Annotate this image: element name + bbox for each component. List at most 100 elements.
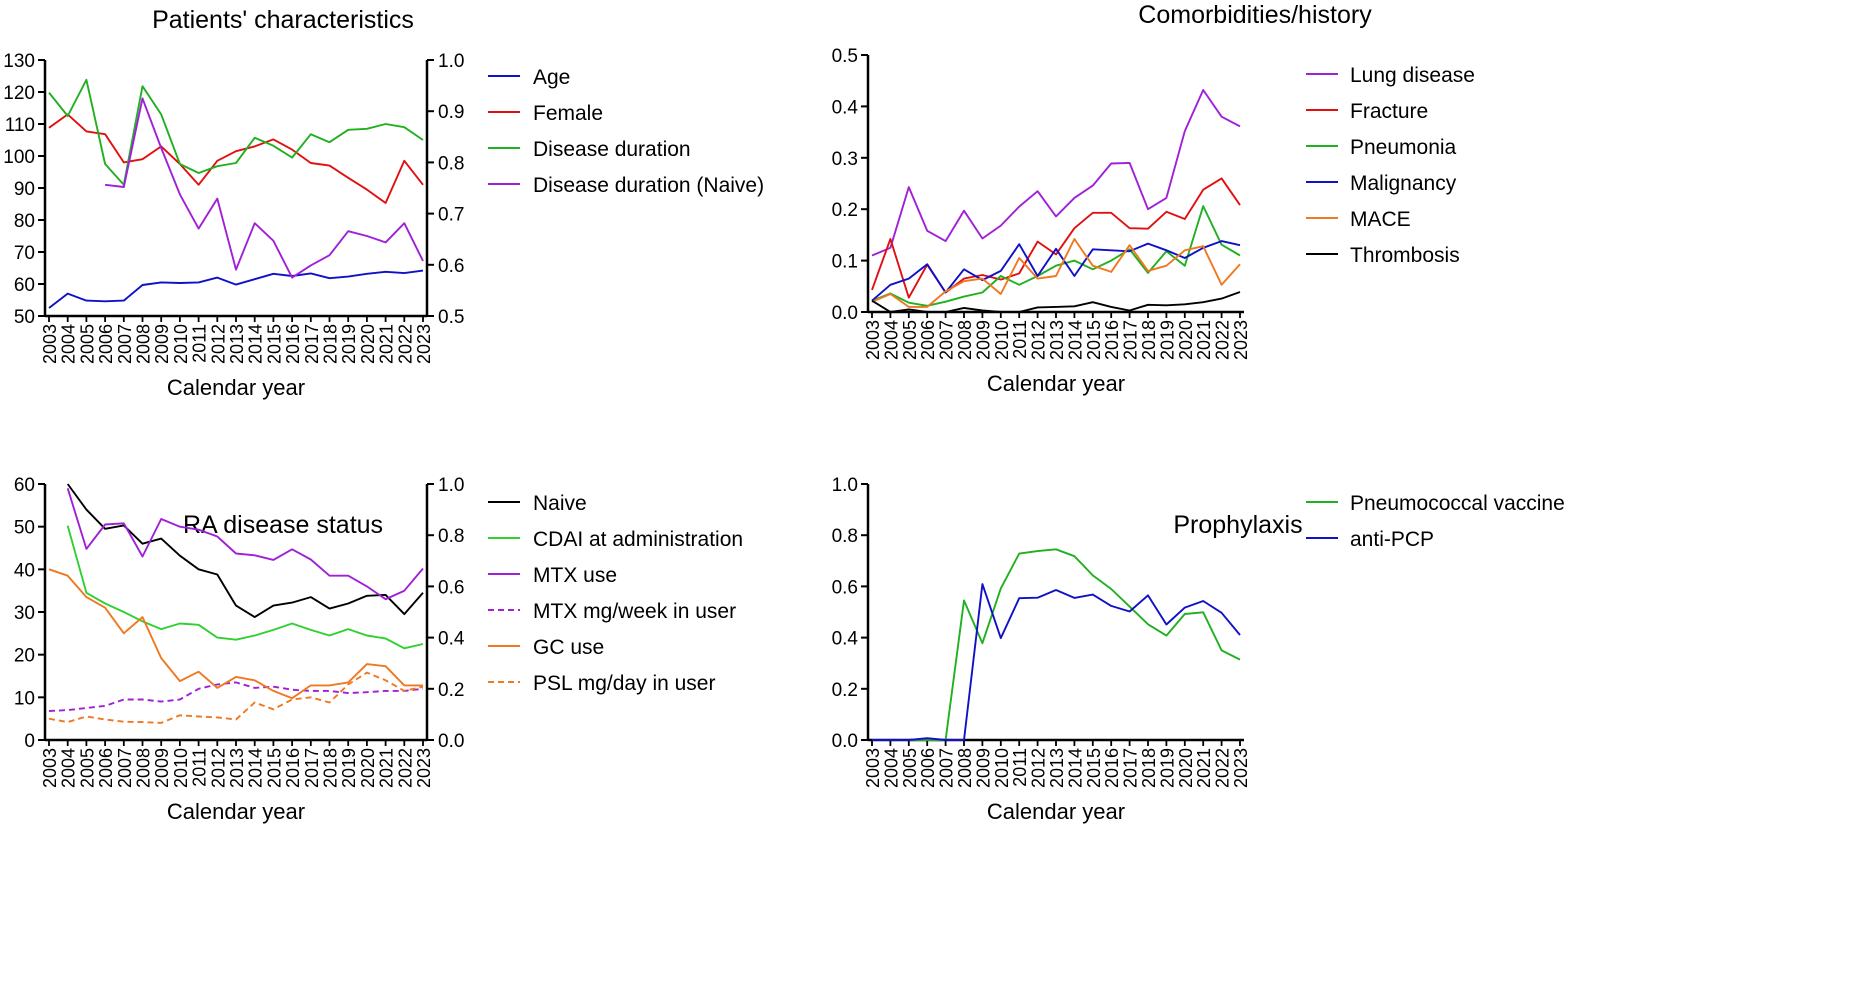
series-line-mace (871, 238, 1241, 308)
x-tick-label: 2004 (881, 320, 901, 360)
x-tick-label: 2023 (414, 324, 434, 364)
y-tick-label-left: 20 (14, 646, 35, 667)
x-tick-label: 2018 (321, 748, 341, 788)
x-tick-label: 2018 (1139, 748, 1159, 788)
legend-label-thrombosis: Thrombosis (1350, 244, 1460, 267)
x-tick-label: 2005 (77, 748, 97, 788)
x-tick-label: 2008 (955, 748, 975, 788)
x-tick-label: 2017 (302, 324, 322, 364)
x-axis-title: Calendar year (987, 371, 1125, 396)
x-tick-label: 2022 (1213, 320, 1233, 360)
x-tick-label: 2015 (264, 748, 284, 788)
series-line-disease-duration-naive (104, 97, 424, 279)
x-tick-label: 2005 (900, 748, 920, 788)
legend-label-malignancy: Malignancy (1350, 172, 1457, 195)
legend-label-disease-duration-naive: Disease duration (Naive) (533, 174, 764, 197)
x-tick-label: 2010 (992, 748, 1012, 788)
x-tick-label: 2012 (1029, 748, 1049, 788)
y-tick-label-left: 90 (14, 179, 35, 200)
legend-label-mtx-mg-week-in-user: MTX mg/week in user (533, 600, 736, 623)
y-tick-label-left: 40 (14, 560, 35, 581)
x-tick-label: 2012 (208, 748, 228, 788)
y-tick-label-left: 0.6 (832, 577, 858, 598)
y-tick-label-left: 0.5 (832, 46, 858, 67)
x-tick-label: 2009 (973, 748, 993, 788)
x-tick-label: 2015 (1084, 320, 1104, 360)
x-tick-label: 2004 (881, 748, 901, 788)
y-tick-label-left: 0 (24, 731, 35, 752)
y-tick-label-right: 0.5 (438, 307, 464, 328)
y-tick-label-right: 0.2 (438, 680, 464, 701)
x-tick-label: 2006 (918, 748, 938, 788)
x-tick-label: 2006 (96, 748, 116, 788)
x-tick-label: 2014 (246, 748, 266, 788)
y-tick-label-right: 0.9 (438, 102, 464, 123)
x-tick-label: 2022 (395, 748, 415, 788)
y-tick-label-left: 0.2 (832, 680, 858, 701)
series-line-female (48, 113, 424, 204)
y-tick-label-right: 1.0 (438, 475, 464, 496)
x-tick-label: 2008 (955, 320, 975, 360)
x-tick-label: 2004 (59, 324, 79, 364)
x-tick-label: 2021 (1194, 320, 1214, 360)
x-tick-label: 2003 (863, 748, 883, 788)
y-tick-label-left: 70 (14, 243, 35, 264)
x-tick-label: 2010 (992, 320, 1012, 360)
x-tick-label: 2008 (134, 324, 154, 364)
y-tick-label-right: 0.0 (438, 731, 464, 752)
x-tick-label: 2015 (1084, 748, 1104, 788)
legend-label-female: Female (533, 102, 603, 125)
series-line-age (48, 269, 424, 309)
y-tick-label-right: 1.0 (438, 51, 464, 72)
y-tick-label-left: 10 (14, 688, 35, 709)
series-line-gc-use (48, 568, 423, 700)
legend-label-psl-mg-day-in-user: PSL mg/day in user (533, 672, 715, 695)
y-tick-label-right: 0.6 (438, 256, 464, 277)
x-tick-label: 2010 (171, 748, 191, 788)
series-line-cdai-at-administration (66, 525, 424, 650)
y-tick-label-left: 0.4 (832, 629, 859, 650)
y-tick-label-right: 0.8 (438, 153, 464, 174)
legend-label-naive: Naive (533, 492, 587, 515)
x-tick-label: 2007 (937, 320, 957, 360)
series-line-pneumonia (871, 205, 1241, 307)
x-tick-label: 2009 (152, 324, 172, 364)
x-axis-title: Calendar year (987, 799, 1125, 824)
x-tick-label: 2013 (227, 324, 247, 364)
series-line-lung-disease (871, 89, 1241, 257)
x-tick-label: 2011 (190, 748, 210, 787)
series-line-pneumococcal-vaccine (872, 548, 1241, 741)
x-tick-label: 2018 (321, 324, 341, 364)
comorbidities-history-chart: Comorbidities/history 0.0 0.1 0.2 0.3 0.4 0.5… (832, 1, 1475, 396)
x-tick-label: 2014 (1065, 320, 1085, 360)
y-tick-label-left: 0.0 (832, 303, 858, 324)
chart-title: Prophylaxis (1173, 511, 1302, 539)
series-line-mtx-use (66, 488, 424, 601)
x-tick-label: 2007 (937, 748, 957, 788)
y-tick-label-left: 120 (3, 83, 35, 104)
x-tick-label: 2016 (283, 324, 303, 364)
y-tick-label-left: 30 (14, 603, 35, 624)
x-tick-label: 2023 (1231, 320, 1251, 360)
x-tick-label: 2009 (973, 320, 993, 360)
x-tick-label: 2017 (1121, 748, 1141, 788)
y-tick-label-left: 60 (14, 475, 35, 496)
x-tick-label: 2015 (264, 324, 284, 364)
series-line-fracture (871, 177, 1241, 299)
x-tick-label: 2003 (863, 320, 883, 360)
x-tick-label: 2007 (115, 748, 135, 788)
x-tick-label: 2019 (1157, 748, 1177, 788)
x-tick-label: 2016 (283, 748, 303, 788)
patients-characteristics-chart: Patients' characteristics 50 60 70 80 90 100 1… (3, 6, 764, 400)
x-tick-label: 2020 (1176, 320, 1196, 360)
x-tick-label: 2011 (190, 324, 210, 363)
x-tick-label: 2012 (208, 324, 228, 364)
series-line-thrombosis (871, 291, 1241, 313)
y-tick-label-left: 0.8 (832, 526, 858, 547)
series-line-psl-mg-day-in-user (48, 671, 424, 724)
x-tick-label: 2014 (246, 324, 266, 364)
prophylaxis-chart: Prophylaxis 0.00.20.40.60.81.02003200420… (832, 475, 1565, 824)
x-tick-label: 2022 (1213, 748, 1233, 788)
legend-label-mtx-use: MTX use (533, 564, 617, 587)
